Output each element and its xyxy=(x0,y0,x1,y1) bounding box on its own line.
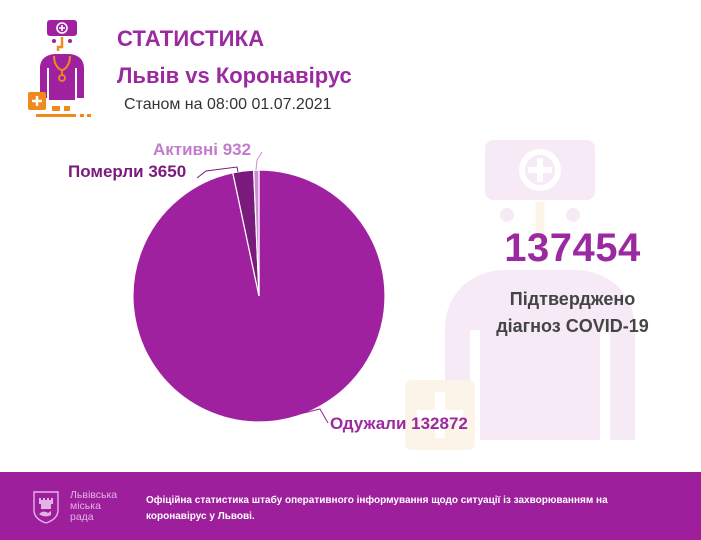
footer-org-line3: рада xyxy=(70,511,94,523)
leader-line-dead xyxy=(196,166,239,179)
footer-note: Офіційна статистика штабу оперативного і… xyxy=(146,495,608,522)
pie-slices xyxy=(132,169,386,423)
footer-bar xyxy=(0,472,701,540)
page-title: СТАТИСТИКА xyxy=(117,26,265,51)
leader-line-recovered xyxy=(274,408,329,424)
total-caption-line2: діагноз COVID-19 xyxy=(496,316,649,336)
as-of-date: Станом на 08:00 01.07.2021 xyxy=(124,96,332,113)
doctor-icon xyxy=(28,20,91,117)
footer-org-line2: міська xyxy=(70,500,101,512)
footer-org-line1: Львівська xyxy=(70,489,118,501)
page-subtitle: Львів vs Коронавірус xyxy=(117,63,352,88)
lviv-crest-icon xyxy=(33,491,59,524)
total-caption-line1: Підтверджено xyxy=(509,289,636,309)
leader-line-active xyxy=(255,151,263,171)
pie-label-recovered: Одужали 132872 xyxy=(330,414,468,433)
footer-org-name: Львівська міська рада xyxy=(70,490,130,523)
total-caption: Підтверджено діагноз COVID-19 xyxy=(480,286,665,340)
pie-label-active: Активні 932 xyxy=(153,140,252,159)
doctor-watermark-icon xyxy=(405,140,635,450)
pie-label-dead: Померли 3650 xyxy=(68,162,187,181)
pie-chart xyxy=(132,151,386,424)
total-cases: 137454 xyxy=(504,226,641,270)
